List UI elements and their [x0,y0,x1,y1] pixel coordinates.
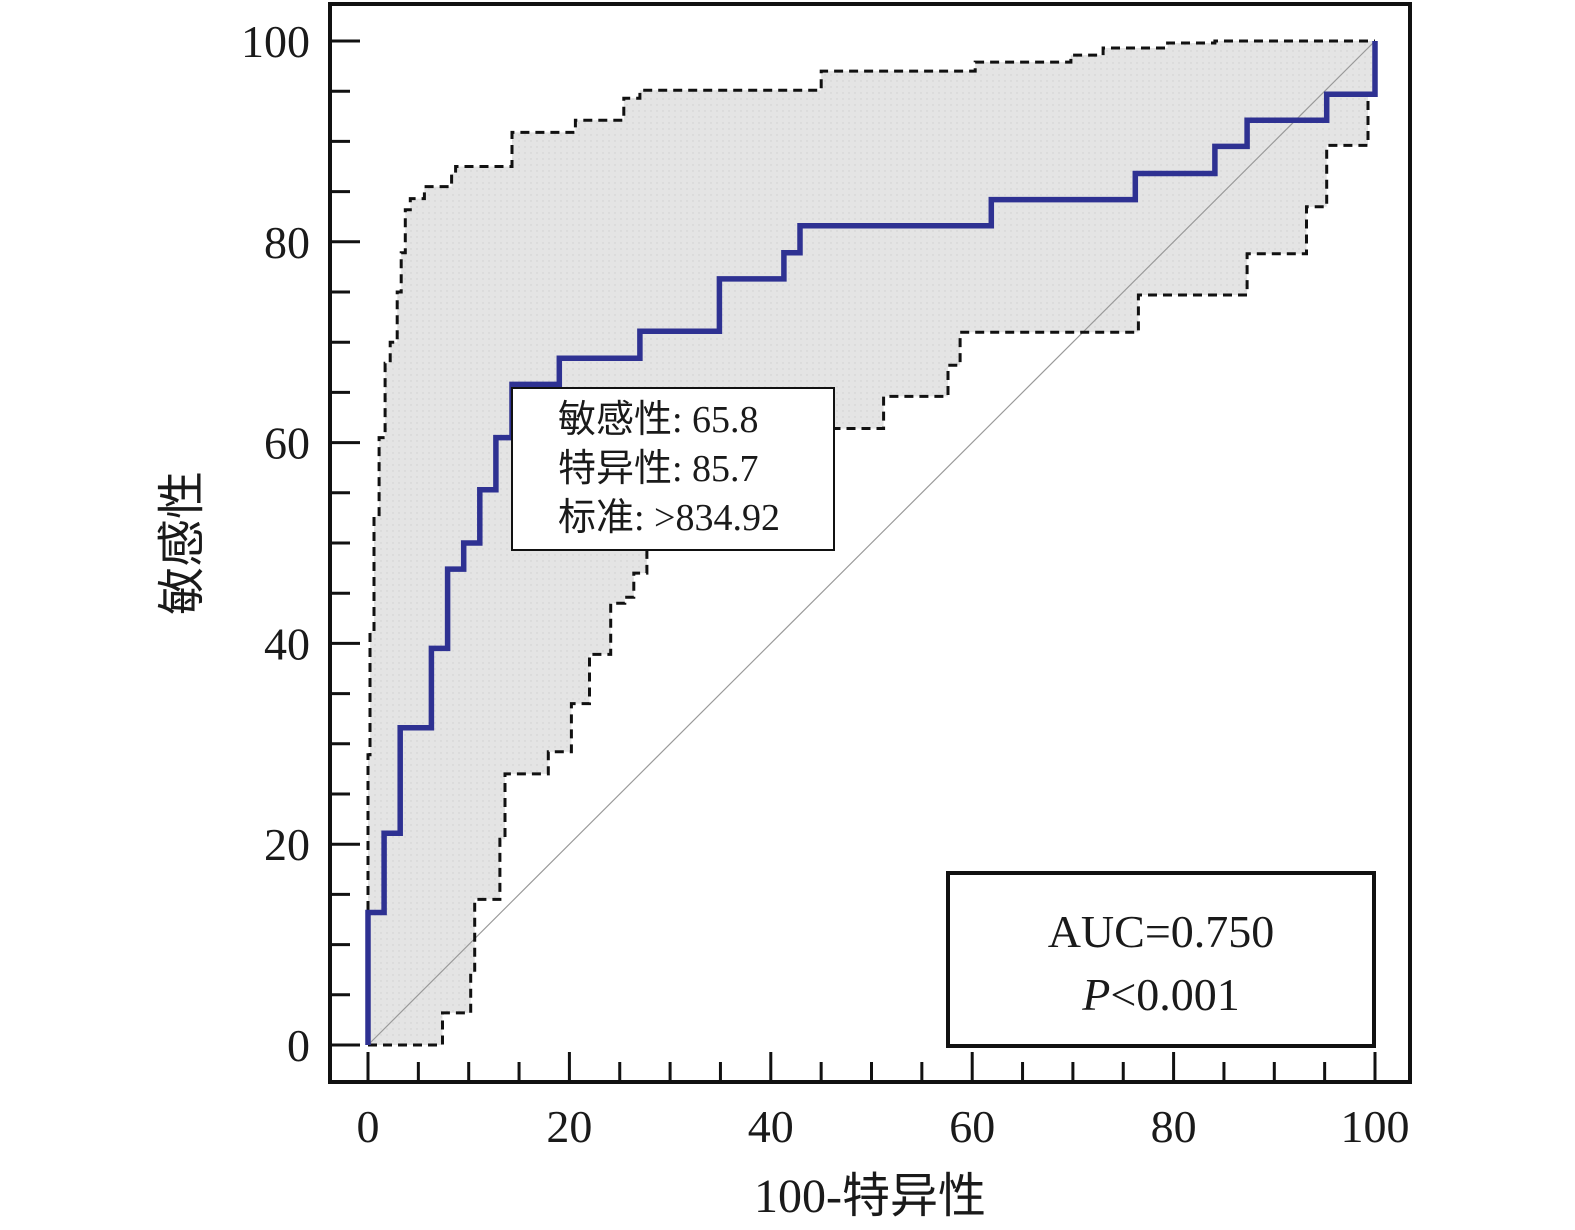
p-value-text: P<0.001 [1081,969,1240,1020]
y-tick-label: 100 [241,16,310,67]
y-tick-label: 20 [264,819,310,870]
auc-box: AUC=0.750 P<0.001 [946,871,1376,1048]
y-tick-label: 60 [264,418,310,469]
x-axis: 0 20 40 60 80 100 [357,1052,1410,1152]
roc-curve [365,41,1378,1045]
sensitivity-text: 敏感性: 65.8 [558,399,759,441]
y-tick-label: 0 [287,1020,310,1071]
criterion-annotation: 敏感性: 65.8 特异性: 85.7 标准: >834.92 [511,387,835,551]
ci-upper-line [366,39,1375,1045]
reference-diagonal [367,40,1376,1046]
y-tick-label: 40 [264,618,310,669]
x-axis-title: 100-特异性 [754,1170,986,1223]
criterion-text: 标准: >834.92 [558,497,780,539]
y-axis-title: 敏感性 [156,471,209,615]
x-tick-label: 60 [949,1101,995,1152]
x-tick-label: 40 [748,1101,794,1152]
p-value: <0.001 [1110,969,1239,1020]
x-tick-label: 0 [357,1101,380,1152]
ci-lower-line [368,39,1376,1047]
criterion-box [511,387,835,551]
y-axis: 0 20 40 60 80 100 [241,16,360,1071]
auc-frame [946,871,1376,1048]
auc-text: AUC=0.750 [1048,906,1275,957]
x-tick-label: 80 [1151,1101,1197,1152]
p-label: P [1081,969,1110,1020]
y-tick-label: 80 [264,217,310,268]
specificity-text: 特异性: 85.7 [558,448,759,490]
x-tick-label: 20 [546,1101,592,1152]
x-tick-label: 100 [1341,1101,1410,1152]
